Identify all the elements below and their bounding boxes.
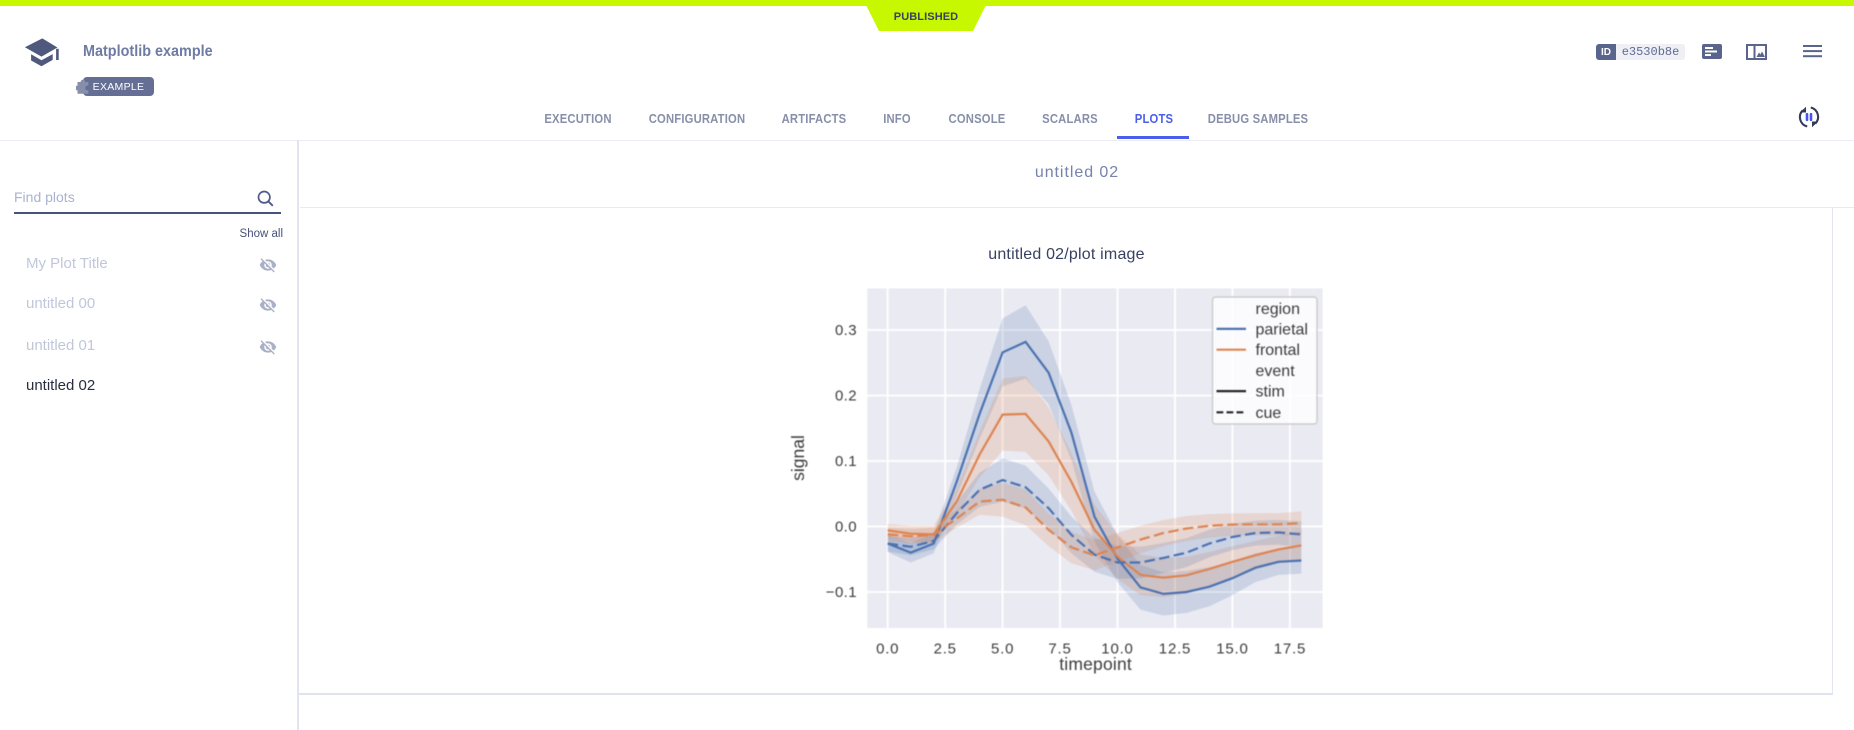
svg-text:event: event <box>1256 363 1296 380</box>
svg-text:0.1: 0.1 <box>835 453 857 470</box>
svg-text:2.5: 2.5 <box>934 641 957 658</box>
svg-text:10.0: 10.0 <box>1101 641 1133 658</box>
svg-text:stim: stim <box>1256 384 1285 401</box>
svg-text:parietal: parietal <box>1256 321 1308 338</box>
svg-text:5.0: 5.0 <box>991 641 1014 658</box>
svg-text:−0.1: −0.1 <box>826 584 857 601</box>
svg-text:0.0: 0.0 <box>835 519 857 536</box>
svg-text:7.5: 7.5 <box>1048 641 1071 658</box>
svg-text:timepoint: timepoint <box>1059 654 1132 674</box>
svg-text:17.5: 17.5 <box>1274 641 1306 658</box>
svg-text:12.5: 12.5 <box>1159 641 1191 658</box>
svg-text:signal: signal <box>788 435 808 481</box>
svg-text:cue: cue <box>1256 405 1282 422</box>
svg-text:frontal: frontal <box>1256 342 1300 359</box>
svg-text:15.0: 15.0 <box>1216 641 1248 658</box>
svg-text:region: region <box>1256 301 1300 318</box>
svg-text:0.3: 0.3 <box>835 322 857 339</box>
svg-text:0.0: 0.0 <box>876 641 899 658</box>
svg-text:0.2: 0.2 <box>835 388 857 405</box>
